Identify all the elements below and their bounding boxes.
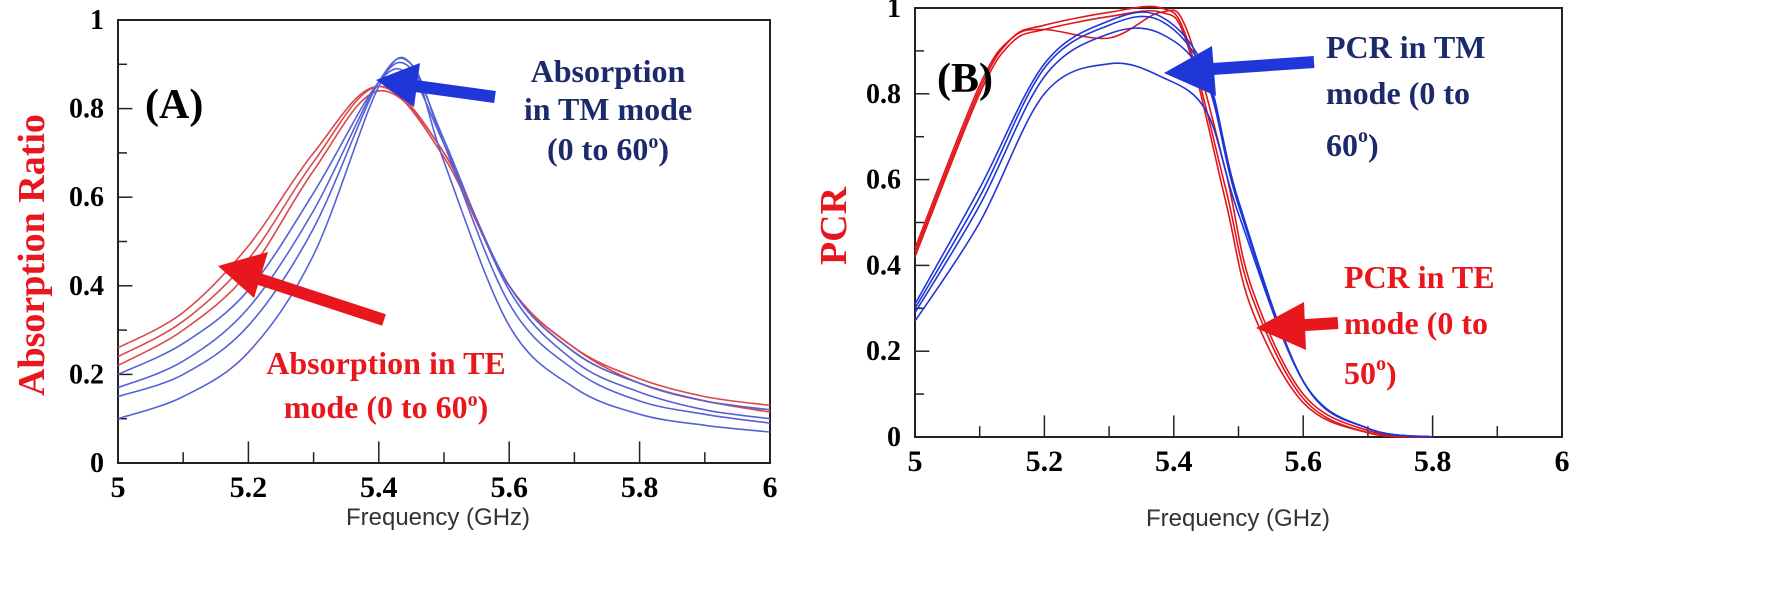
y-tick-label: 0.8 xyxy=(69,94,104,125)
panel-b-x-tick-labels: 5 5.2 5.4 5.6 5.8 6 xyxy=(908,445,1570,478)
y-tick-label: 1 xyxy=(90,5,104,36)
series-te-line xyxy=(117,85,771,407)
panel-a-x-tick-labels: 5 5.2 5.4 5.6 5.8 6 xyxy=(111,471,778,504)
panel-a-label: (A) xyxy=(145,82,203,128)
x-tick-label: 5.2 xyxy=(230,471,268,504)
series-te-line xyxy=(914,9,1433,438)
x-tick-label: 5.6 xyxy=(490,471,528,504)
x-tick-label: 5.6 xyxy=(1284,445,1322,478)
panel-a-x-axis-title: Frequency (GHz) xyxy=(346,504,530,531)
y-tick-label: 0 xyxy=(887,422,901,453)
x-tick-label: 5.2 xyxy=(1026,445,1064,478)
panel-b-tm-arrow xyxy=(1164,46,1315,96)
panel-b-curves xyxy=(914,5,1433,438)
series-te-line xyxy=(914,9,1433,438)
y-tick-label: 0.4 xyxy=(69,271,104,302)
x-tick-label: 5.4 xyxy=(1155,445,1193,478)
series-tm-line xyxy=(117,56,771,433)
panel-b-te-annotation-line-1: PCR in TE xyxy=(1344,259,1495,295)
x-tick-label: 5.8 xyxy=(1414,445,1452,478)
x-tick-label: 5.8 xyxy=(621,471,659,504)
x-tick-label: 5.4 xyxy=(360,471,398,504)
y-tick-label: 0.2 xyxy=(866,336,901,367)
y-tick-label: 0 xyxy=(90,448,104,479)
panel-b: 0 0.2 0.4 0.6 0.8 1 5 5.2 5.4 5.6 5.8 6 (B) Freque… xyxy=(813,0,1570,532)
panel-b-te-annotation-line-2: mode (0 to xyxy=(1344,305,1488,341)
panel-a-te-annotation-line-1: Absorption in TE xyxy=(266,345,506,381)
panel-b-te-annotation: PCR in TE mode (0 to 50o) xyxy=(1256,259,1495,391)
series-tm-line xyxy=(914,62,1433,438)
panel-b-te-annotation-line-3: 50o) xyxy=(1344,353,1397,391)
panel-b-tm-annotation-line-1: PCR in TM xyxy=(1326,29,1485,65)
panel-b-x-axis-title: Frequency (GHz) xyxy=(1146,505,1330,532)
panel-b-te-arrow xyxy=(1256,302,1339,350)
panel-b-y-axis-title: PCR xyxy=(813,186,855,265)
panel-b-tm-annotation: PCR in TM mode (0 to 60o) xyxy=(1164,29,1485,163)
panel-a-y-axis-title: Absorption Ratio xyxy=(11,114,53,396)
panel-a-te-annotation: Absorption in TE mode (0 to 60o) xyxy=(218,252,506,425)
panel-a: 0 0.2 0.4 0.6 0.8 1 5 5.2 5.4 5.6 5.8 6 (A) Freque… xyxy=(11,5,778,531)
panel-b-tm-annotation-line-3: 60o) xyxy=(1326,125,1379,163)
panel-a-tm-arrow xyxy=(376,63,496,107)
y-tick-label: 0.8 xyxy=(866,79,901,110)
panel-a-tm-annotation-line-3: (0 to 60o) xyxy=(547,131,669,167)
x-tick-label: 6 xyxy=(763,471,778,504)
y-tick-label: 0.4 xyxy=(866,250,901,281)
panel-a-tm-annotation: Absorption in TM mode (0 to 60o) xyxy=(376,53,692,167)
panel-b-label: (B) xyxy=(937,56,993,102)
panel-b-y-tick-labels: 0 0.2 0.4 0.6 0.8 1 xyxy=(866,0,901,453)
x-tick-label: 6 xyxy=(1555,445,1570,478)
y-tick-label: 0.2 xyxy=(69,359,104,390)
x-tick-label: 5 xyxy=(908,445,923,478)
panel-a-tm-annotation-line-1: Absorption xyxy=(531,53,686,89)
panel-a-y-tick-labels: 0 0.2 0.4 0.6 0.8 1 xyxy=(69,5,104,479)
panel-a-tm-annotation-line-2: in TM mode xyxy=(524,91,692,127)
panel-a-te-arrow xyxy=(218,252,386,326)
y-tick-label: 0.6 xyxy=(69,182,104,213)
panel-b-tm-annotation-line-2: mode (0 to xyxy=(1326,75,1470,111)
panel-a-te-annotation-line-2: mode (0 to 60o) xyxy=(284,389,489,425)
y-tick-label: 1 xyxy=(887,0,901,24)
series-te-line xyxy=(914,5,1433,438)
y-tick-label: 0.6 xyxy=(866,165,901,196)
x-tick-label: 5 xyxy=(111,471,126,504)
